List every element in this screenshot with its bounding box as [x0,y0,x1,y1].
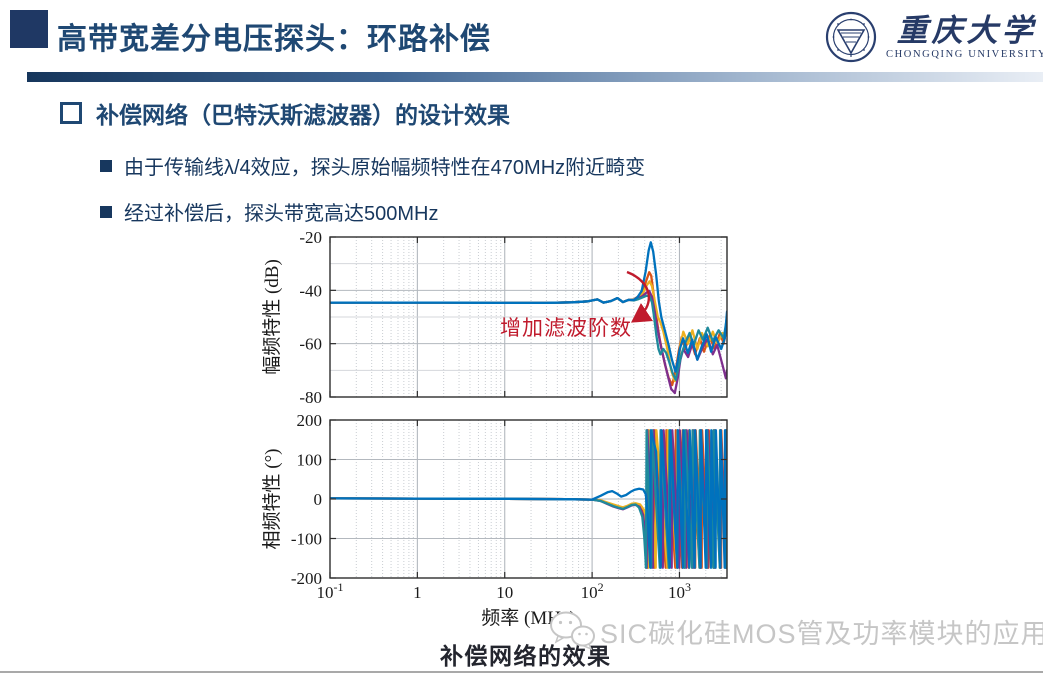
magnitude-response-chart: -20 -40 -60 -80 幅频特性 (dB) 增加滤波阶数 [261,228,728,406]
tick-labels: -20 -40 -60 -80 [299,228,322,406]
y-axis-label: 相频特性 (°) [261,448,283,549]
axes-border [329,236,728,398]
y-axis-label: 幅频特性 (dB) [261,259,283,375]
x-tick-label: 10 [496,583,513,602]
bullet-item-2: 经过补偿后，探头带宽高达500MHz [100,197,438,226]
corner-decor-square [10,10,48,48]
university-logo: 重庆大学 CHONGQING UNIVERSITY [824,10,1043,64]
bullet-square-icon [100,205,112,218]
bullet-text-2: 经过补偿后，探头带宽高达500MHz [124,203,439,225]
y-tick-label: -40 [299,281,322,300]
university-seal-icon [825,11,877,63]
university-name-en: CHONGQING UNIVERSITY [886,48,1043,60]
y-tick-label: 0 [314,490,323,509]
y-tick-label: -100 [291,530,322,549]
bullet-square-icon [100,159,112,172]
y-tick-label: -200 [291,569,322,588]
university-name: 重庆大学 CHONGQING UNIVERSITY [886,15,1043,60]
page-title: 高带宽差分电压探头：环路补偿 [57,23,491,56]
bullet-item-1: 由于传输线λ/4效应，探头原始幅频特性在470MHz附近畸变 [100,151,645,180]
series-lines [330,241,727,395]
y-tick-label: 200 [297,411,323,430]
series-lines [330,429,727,569]
annotation-text: 增加滤波阶数 [500,316,632,340]
y-tick-label: -80 [299,388,322,406]
section-heading: 补偿网络（巴特沃斯滤波器）的设计效果 [60,96,510,130]
y-tick-label: -20 [299,228,322,247]
x-axis-label: 频率 (MHz) [481,607,575,629]
university-name-cn: 重庆大学 [896,12,1037,48]
section-heading-text: 补偿网络（巴特沃斯滤波器）的设计效果 [96,102,510,128]
x-tick-label: 1 [413,583,422,602]
x-tick-label: 102 [581,580,604,602]
plot-area: -20 -40 -60 -80 幅频特性 (dB) 增加滤波阶数 [261,228,728,406]
annotation-arrow [626,270,653,323]
series-line-order-1 [330,429,727,569]
axis-ticks [329,236,727,398]
axis-ticks [329,419,727,579]
bullet-text-1: 由于传输线λ/4效应，探头原始幅频特性在470MHz附近畸变 [124,157,646,179]
y-tick-label: -60 [299,335,322,354]
x-tick-label: 103 [668,580,691,602]
slide-bottom-border [0,671,1043,673]
x-tick-label: 10-1 [317,580,344,602]
y-tick-label: 100 [297,451,323,470]
series-line-order-1 [330,241,727,373]
title-underline-bar [27,72,1043,82]
heading-square-icon [60,102,82,124]
figure-caption: 补偿网络的效果 [440,643,612,669]
